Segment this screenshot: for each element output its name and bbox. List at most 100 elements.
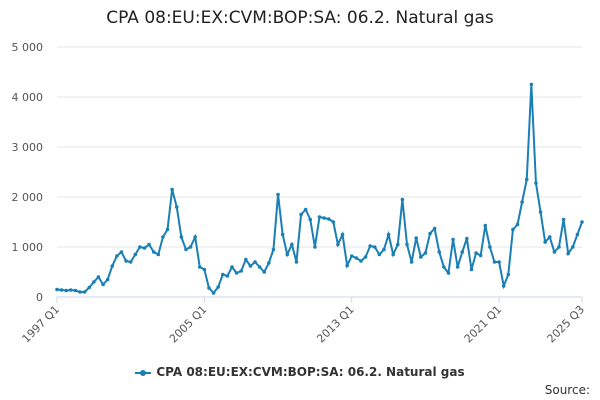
data-point[interactable] — [432, 226, 437, 231]
data-point[interactable] — [253, 260, 257, 264]
data-point[interactable] — [331, 220, 336, 224]
data-point[interactable] — [529, 82, 534, 87]
data-point[interactable] — [174, 205, 179, 209]
data-point[interactable] — [428, 231, 432, 236]
data-point[interactable] — [165, 227, 170, 232]
data-point[interactable] — [138, 245, 142, 249]
data-point[interactable] — [317, 215, 322, 219]
data-point[interactable] — [216, 285, 220, 289]
data-point[interactable] — [294, 260, 299, 264]
data-point[interactable] — [395, 242, 400, 247]
data-point[interactable] — [460, 250, 465, 254]
data-point[interactable] — [414, 236, 419, 240]
data-point[interactable] — [336, 242, 340, 247]
data-point[interactable] — [580, 220, 584, 224]
data-point[interactable] — [515, 222, 520, 227]
data-point[interactable] — [538, 210, 543, 214]
data-point[interactable] — [133, 252, 138, 257]
data-point[interactable] — [506, 272, 511, 277]
data-point[interactable] — [257, 265, 262, 269]
data-point[interactable] — [377, 252, 382, 257]
data-point[interactable] — [455, 265, 460, 269]
data-point[interactable] — [207, 286, 211, 290]
data-point[interactable] — [488, 245, 492, 249]
data-point[interactable] — [244, 257, 248, 262]
data-point[interactable] — [124, 259, 128, 263]
data-point[interactable] — [156, 252, 161, 257]
data-point[interactable] — [276, 192, 280, 197]
data-point[interactable] — [280, 232, 285, 237]
data-point[interactable] — [55, 287, 59, 292]
data-point[interactable] — [128, 260, 133, 264]
data-point[interactable] — [478, 253, 483, 258]
data-point[interactable] — [115, 254, 119, 258]
data-point[interactable] — [382, 247, 386, 252]
data-point[interactable] — [179, 235, 184, 239]
data-point[interactable] — [391, 252, 395, 257]
data-point[interactable] — [474, 251, 478, 255]
data-point[interactable] — [363, 255, 368, 259]
data-point[interactable] — [359, 259, 363, 263]
data-point[interactable] — [92, 280, 96, 284]
data-point[interactable] — [161, 235, 165, 239]
data-point[interactable] — [400, 197, 405, 202]
data-point[interactable] — [543, 240, 547, 244]
data-point[interactable] — [534, 181, 538, 185]
data-point[interactable] — [184, 247, 188, 252]
data-point[interactable] — [575, 232, 580, 237]
data-point[interactable] — [193, 235, 197, 239]
data-point[interactable] — [105, 277, 110, 282]
data-point[interactable] — [446, 271, 451, 275]
data-point[interactable] — [340, 232, 345, 237]
data-point[interactable] — [483, 223, 488, 228]
data-point[interactable] — [87, 285, 92, 290]
data-point[interactable] — [419, 255, 423, 259]
data-point[interactable] — [285, 252, 290, 257]
data-point[interactable] — [437, 250, 442, 254]
data-point[interactable] — [409, 260, 414, 264]
data-point[interactable] — [313, 245, 317, 249]
data-point[interactable] — [197, 265, 202, 269]
data-point[interactable] — [386, 232, 391, 237]
data-point[interactable] — [561, 217, 566, 222]
data-point[interactable] — [69, 288, 73, 292]
data-point[interactable] — [248, 264, 253, 268]
data-point[interactable] — [322, 216, 326, 220]
data-point[interactable] — [570, 245, 575, 249]
data-point[interactable] — [372, 245, 377, 249]
data-point[interactable] — [405, 242, 409, 247]
data-point[interactable] — [82, 290, 87, 294]
data-point[interactable] — [64, 288, 69, 293]
data-point[interactable] — [110, 264, 115, 268]
data-point[interactable] — [202, 267, 207, 272]
data-point[interactable] — [465, 236, 469, 241]
data-point[interactable] — [524, 177, 529, 182]
data-point[interactable] — [566, 251, 570, 256]
data-point[interactable] — [211, 291, 216, 295]
data-point[interactable] — [147, 242, 151, 247]
data-point[interactable] — [142, 246, 147, 250]
data-point[interactable] — [220, 272, 225, 277]
data-point[interactable] — [290, 242, 294, 247]
data-point[interactable] — [96, 275, 101, 279]
data-point[interactable] — [511, 227, 515, 232]
data-point[interactable] — [271, 247, 276, 252]
data-point[interactable] — [303, 207, 308, 212]
data-point[interactable] — [267, 261, 271, 265]
data-point[interactable] — [345, 263, 349, 268]
data-point[interactable] — [423, 251, 428, 255]
data-point[interactable] — [469, 267, 474, 272]
data-point[interactable] — [368, 244, 372, 248]
legend[interactable]: CPA 08:EU:EX:CVM:BOP:SA: 06.2. Natural g… — [0, 365, 600, 379]
data-point[interactable] — [451, 237, 455, 242]
data-point[interactable] — [119, 250, 124, 254]
data-point[interactable] — [552, 250, 557, 254]
data-point[interactable] — [442, 265, 446, 269]
data-point[interactable] — [520, 200, 524, 204]
data-point[interactable] — [73, 288, 78, 293]
data-point[interactable] — [547, 235, 552, 239]
data-point[interactable] — [188, 245, 193, 249]
data-point[interactable] — [557, 245, 561, 249]
data-point[interactable] — [170, 187, 174, 192]
data-point[interactable] — [59, 288, 64, 292]
